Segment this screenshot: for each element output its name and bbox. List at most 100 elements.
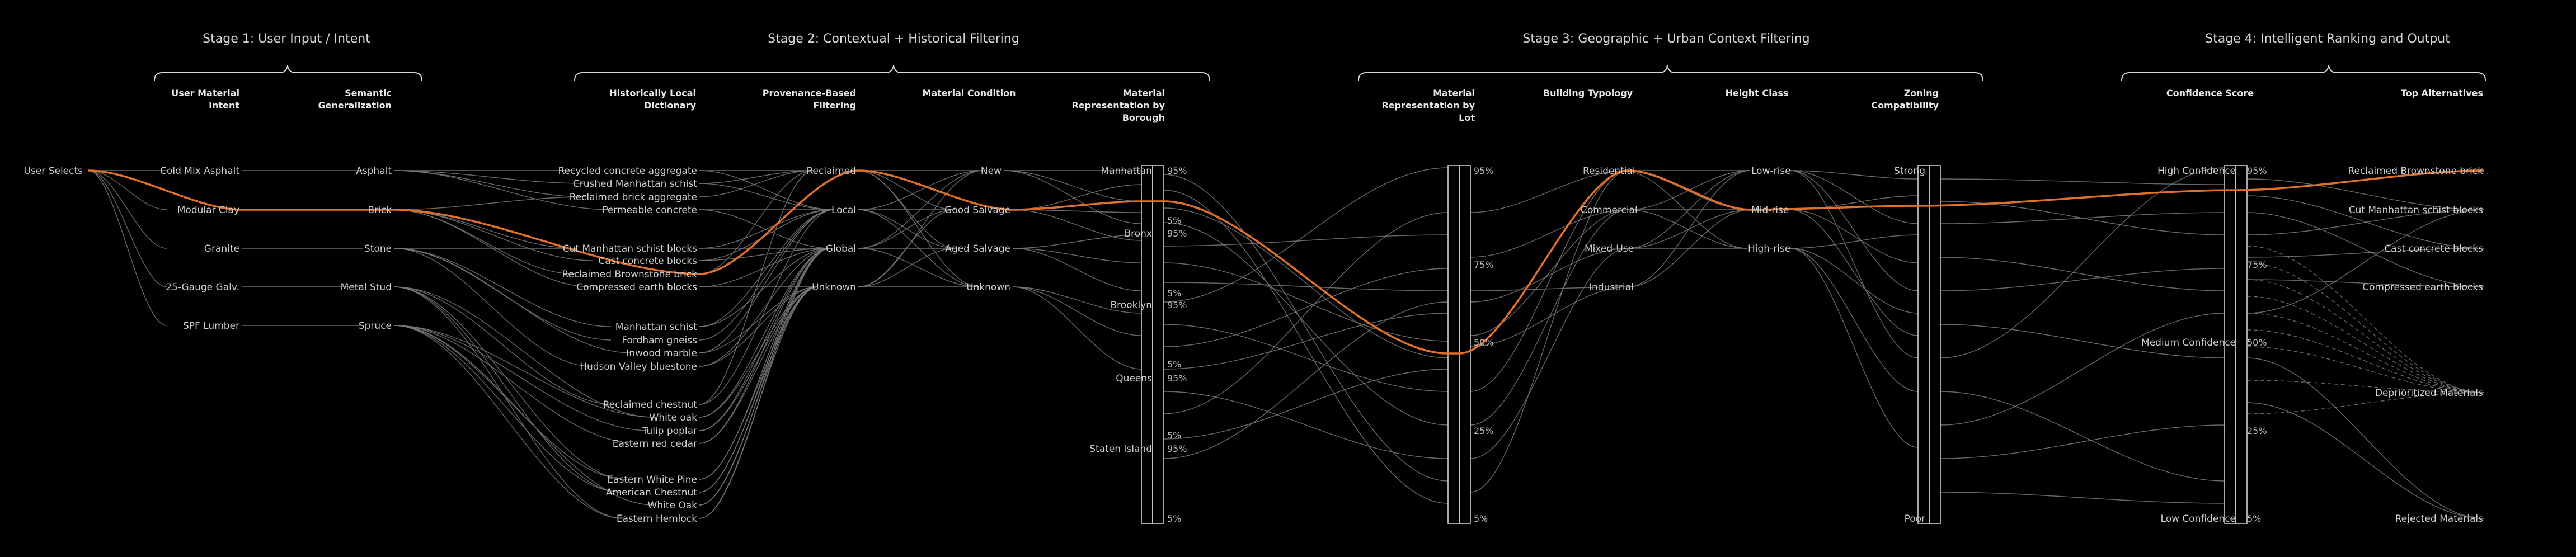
flow-link <box>1470 209 1629 258</box>
flow-link <box>1012 248 1142 263</box>
node-zpoor: Poor <box>1905 513 1925 525</box>
confidence-tick-3: 25% <box>2247 426 2267 436</box>
flow-link <box>88 170 167 287</box>
flow-link <box>393 170 587 197</box>
borough-tick-4: 95% <box>1167 300 1187 310</box>
links-layer <box>88 167 2485 519</box>
column-header-c11: Confidence Score <box>2166 88 2254 98</box>
flow-link <box>2246 209 2485 314</box>
flow-link <box>699 170 814 197</box>
axes-layer <box>1141 165 2248 524</box>
flow-link <box>1470 209 1629 336</box>
node-mc: Modular Clay <box>177 205 239 216</box>
column-header-c3: Historically Local Dictionary <box>609 88 696 111</box>
flow-link <box>1012 286 1142 336</box>
flow-link <box>393 248 591 367</box>
column-header-c6: Material Representation by Borough <box>1071 88 1165 123</box>
flow-link <box>393 248 632 353</box>
node-d7: Reclaimed Brownstone brick <box>562 269 697 280</box>
flow-link <box>2246 380 2485 393</box>
flow-link <box>858 170 983 249</box>
node-spruce: Spruce <box>359 320 392 332</box>
node-tmix: Mixed-Use <box>1585 243 1634 254</box>
flow-link <box>393 170 585 184</box>
highlight-layer <box>88 169 2485 355</box>
flow-link <box>699 170 814 405</box>
flow-link <box>1940 268 2225 291</box>
flow-link <box>699 209 834 405</box>
node-brick: Brick <box>368 205 392 216</box>
flow-link <box>1940 324 2225 358</box>
flow-link <box>393 325 654 506</box>
stage-title-3: Stage 3: Geographic + Urban Context Filt… <box>1522 32 1809 46</box>
borough-tick-0: 95% <box>1167 166 1187 176</box>
node-d8: Compressed earth blocks <box>576 282 697 293</box>
flow-link <box>858 170 983 287</box>
node-spf: SPF Lumber <box>183 320 239 332</box>
node-cgood: Good Salvage <box>944 205 1010 216</box>
flow-link <box>1012 209 1142 241</box>
flow-link <box>1940 167 2225 358</box>
flow-link <box>393 196 587 210</box>
flow-link <box>699 209 834 261</box>
node-tcom: Commercial <box>1581 205 1638 216</box>
flow-link <box>2246 279 2485 287</box>
node-bman: Manhattan <box>1101 166 1152 177</box>
confidence-tick-2: 50% <box>2247 337 2267 348</box>
flow-link <box>1163 190 1449 504</box>
node-d19: White Oak <box>648 500 698 511</box>
highlighted-flow-path <box>88 169 2485 355</box>
stage-title-2: Stage 2: Contextual + Historical Filteri… <box>768 32 1019 46</box>
flow-link <box>393 325 622 493</box>
borough-tick-1: 5% <box>1167 215 1181 226</box>
node-caged: Aged Salvage <box>945 243 1010 254</box>
axis-borough-left <box>1141 165 1153 524</box>
node-d15: Tulip poplar <box>642 426 697 437</box>
flow-link <box>1470 170 1629 392</box>
flow-link <box>1628 170 1751 287</box>
flow-link <box>393 170 612 210</box>
flow-link <box>1003 170 1142 224</box>
flow-link <box>1163 282 1449 291</box>
flow-link <box>858 209 955 249</box>
node-cunk: Unknown <box>966 282 1010 293</box>
axis-zoning-left <box>1917 165 1930 524</box>
lot-tick-0: 95% <box>1474 166 1494 176</box>
node-pglo: Global <box>826 243 856 254</box>
lot-tick-3: 25% <box>1474 426 1494 436</box>
flow-link <box>1940 391 2225 482</box>
stage-brace-4 <box>2121 65 2486 81</box>
borough-tick-8: 95% <box>1167 443 1187 454</box>
flow-link <box>858 170 983 210</box>
flow-link <box>1790 170 1919 291</box>
flow-link <box>699 248 831 480</box>
flow-link <box>1790 170 1919 180</box>
flow-link <box>1470 248 1629 459</box>
flow-link <box>2246 329 2485 393</box>
node-hlow: Low-rise <box>1751 166 1791 177</box>
node-d9: Manhattan schist <box>615 322 698 333</box>
flow-link <box>1940 212 2225 224</box>
node-prec: Reclaimed <box>806 166 856 177</box>
node-d4: Permeable concrete <box>602 205 697 216</box>
flow-link <box>1163 313 1449 370</box>
flow-link <box>699 170 814 275</box>
node-bsi: Staten Island <box>1089 443 1152 455</box>
flow-link <box>2246 402 2485 519</box>
borough-tick-6: 95% <box>1167 373 1187 384</box>
flow-link <box>2246 357 2485 519</box>
node-a4: Compressed earth blocks <box>2362 282 2483 293</box>
flow-link <box>1622 170 1751 210</box>
column-header-c7: Material Representation by Lot <box>1381 88 1475 123</box>
node-user: User Selects <box>24 166 83 177</box>
column-header-c9: Height Class <box>1726 88 1789 98</box>
stage-brace-3 <box>1358 65 1983 81</box>
flow-link <box>1003 170 1142 202</box>
axis-confidence-right <box>2235 165 2248 524</box>
flow-link <box>1470 209 1629 426</box>
node-flow: Low Confidence <box>2161 513 2236 525</box>
node-d2: Crushed Manhattan schist <box>573 178 697 190</box>
confidence-tick-1: 75% <box>2247 259 2267 270</box>
node-tres: Residential <box>1583 166 1635 177</box>
